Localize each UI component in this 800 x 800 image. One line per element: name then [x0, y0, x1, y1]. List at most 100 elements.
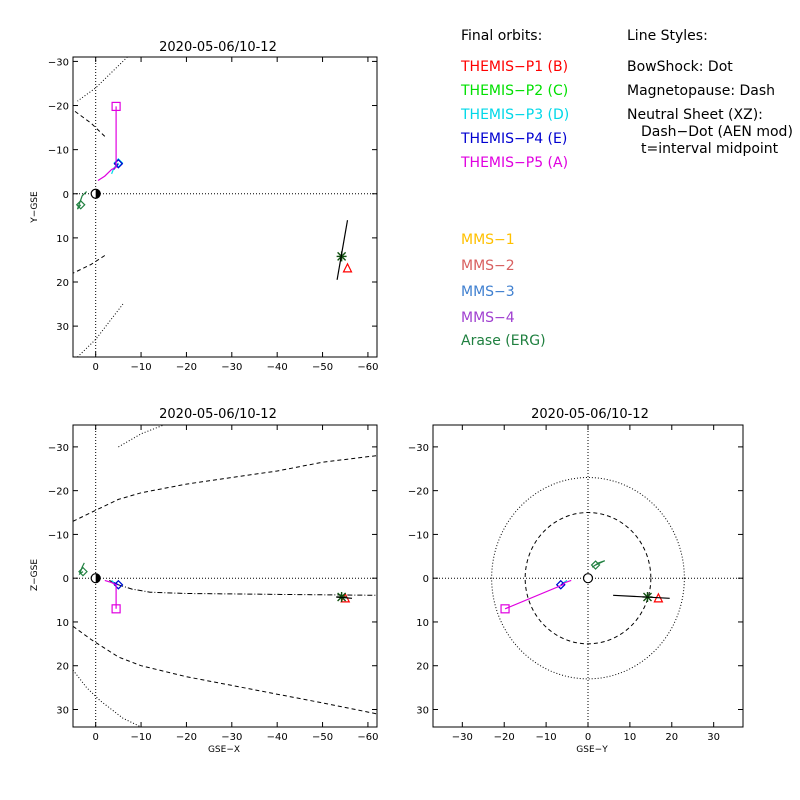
legend-themis-p2: THEMIS−P2 (C) — [460, 83, 568, 99]
marker-THEMIS−P5 (A) — [111, 604, 121, 614]
panel-xy-title: 2020-05-06/10-12 — [159, 40, 277, 55]
y-tick-label: −10 — [48, 530, 69, 541]
x-tick-label: 30 — [707, 732, 720, 743]
x-tick-label: 0 — [92, 732, 98, 743]
x-tick-label: −30 — [221, 362, 242, 373]
x-tick-label: 0 — [585, 732, 591, 743]
orbit-track — [336, 596, 353, 599]
marker-Arase (ERG) — [590, 560, 601, 570]
legend-neutral-sheet: Neutral Sheet (XZ): — [627, 107, 763, 123]
y-tick-label: −20 — [408, 487, 429, 498]
orbit-track — [504, 579, 572, 610]
marker-Arase (ERG) — [75, 199, 86, 210]
x-tick-label: −10 — [131, 732, 152, 743]
y-tick-label: −10 — [48, 146, 69, 157]
x-tick-label: 10 — [624, 732, 637, 743]
y-tick-label: 10 — [56, 618, 69, 629]
marker-THEMIS−P5 (A) — [111, 101, 121, 112]
y-tick-label: 0 — [63, 190, 69, 201]
legend-final-orbits-title: Final orbits: — [461, 28, 542, 44]
panel-yz: −30 −20 −10 0 10 20 30 −30 −20 −10 0 10 20 30 — [408, 424, 744, 743]
x-tick-label: −60 — [357, 362, 378, 373]
legend-final-orbits: Final orbits: THEMIS−P1 (B) THEMIS−P2 (C… — [460, 28, 569, 171]
legend-arase: Arase (ERG) — [461, 333, 546, 349]
y-tick-label: −20 — [48, 487, 69, 498]
y-tick-label: 30 — [56, 322, 69, 333]
bowshock-curve — [118, 425, 164, 448]
legend-themis-p5: THEMIS−P5 (A) — [460, 155, 568, 171]
reference-circle — [491, 477, 685, 680]
legend-bowshock: BowShock: Dot — [627, 59, 733, 75]
x-tick-label: −30 — [221, 732, 242, 743]
plot-area — [433, 425, 743, 727]
x-tick-label: −20 — [176, 732, 197, 743]
orbit-track — [104, 579, 117, 609]
reference-circle — [524, 512, 652, 645]
legend-mms3: MMS−3 — [461, 284, 515, 300]
panel-xz-xlabel: GSE−X — [208, 745, 240, 755]
legend-themis-p3: THEMIS−P3 (D) — [460, 107, 569, 123]
plot-area — [73, 425, 377, 727]
y-tick-label: −20 — [48, 102, 69, 113]
x-tick-label: 20 — [665, 732, 678, 743]
y-tick-label: 10 — [416, 618, 429, 629]
panel-yz-title: 2020-05-06/10-12 — [531, 407, 649, 422]
panel-xy: 0 −10 −20 −30 −40 −50 −60 −30 −20 −10 0 10 20 30 — [48, 56, 378, 373]
x-tick-label: −50 — [312, 732, 333, 743]
y-tick-label: −30 — [408, 443, 429, 454]
panel-yz-xlabel: GSE−Y — [576, 745, 608, 755]
magnetopause-curve — [73, 255, 106, 274]
x-tick-label: −20 — [494, 732, 515, 743]
earth-icon — [582, 573, 594, 584]
x-tick-label: 0 — [92, 362, 98, 373]
y-tick-label: 10 — [56, 234, 69, 245]
y-tick-label: 0 — [63, 574, 69, 585]
marker-THEMIS−P5 (A) — [500, 604, 510, 614]
legend-themis-p4: THEMIS−P4 (E) — [460, 131, 567, 147]
legend-interval-midpoint: t=interval midpoint — [641, 141, 779, 157]
legend-line-styles: Line Styles: BowShock: Dot Magnetopause:… — [627, 28, 793, 157]
magnetopause-curve — [73, 625, 377, 715]
y-tick-label: −30 — [48, 443, 69, 454]
marker-THEMIS−P1 (B) — [342, 262, 353, 273]
legend-dash-dot: Dash−Dot (AEN mod) — [641, 124, 793, 140]
legend-magnetopause: Magnetopause: Dash — [627, 83, 775, 99]
y-tick-label: 30 — [416, 705, 429, 716]
plot-frame — [72, 56, 378, 358]
legend-mms1: MMS−1 — [461, 232, 515, 248]
magnetopause-curve — [73, 455, 377, 522]
bowshock-curve — [77, 303, 124, 357]
x-tick-label: −10 — [536, 732, 557, 743]
x-tick-label: −10 — [131, 362, 152, 373]
bowshock-curve — [77, 57, 128, 102]
bowshock-curve — [73, 669, 142, 727]
legend-mms4: MMS−4 — [461, 310, 515, 326]
orbit-track — [97, 106, 117, 182]
orbit-track — [336, 220, 349, 280]
plot-frame — [72, 424, 378, 728]
y-tick-label: 0 — [423, 574, 429, 585]
marker-THEMIS−P4 (E) — [113, 579, 124, 590]
y-tick-label: 20 — [416, 662, 429, 673]
panel-xz-ylabel: Z−GSE — [30, 559, 40, 591]
legend-themis-p1: THEMIS−P1 (B) — [460, 59, 568, 75]
legend-line-styles-title: Line Styles: — [627, 28, 708, 44]
panel-xy-ylabel: Y−GSE — [30, 191, 40, 224]
x-tick-label: −30 — [452, 732, 473, 743]
x-tick-label: −60 — [357, 732, 378, 743]
y-tick-label: 20 — [56, 278, 69, 289]
x-tick-label: −40 — [267, 362, 288, 373]
earth-night-side — [95, 189, 101, 199]
neutral-sheet-curve — [109, 579, 377, 596]
orbit-track — [591, 560, 606, 568]
legend-missions: MMS−1 MMS−2 MMS−3 MMS−4 Arase (ERG) — [461, 232, 546, 349]
x-tick-label: −40 — [267, 732, 288, 743]
x-tick-label: −20 — [176, 362, 197, 373]
x-tick-label: −50 — [312, 362, 333, 373]
earth-night-side — [95, 573, 101, 583]
panel-xz-title: 2020-05-06/10-12 — [159, 407, 277, 422]
y-tick-label: 30 — [56, 705, 69, 716]
legend-mms2: MMS−2 — [461, 258, 515, 274]
plot-area — [73, 57, 377, 357]
